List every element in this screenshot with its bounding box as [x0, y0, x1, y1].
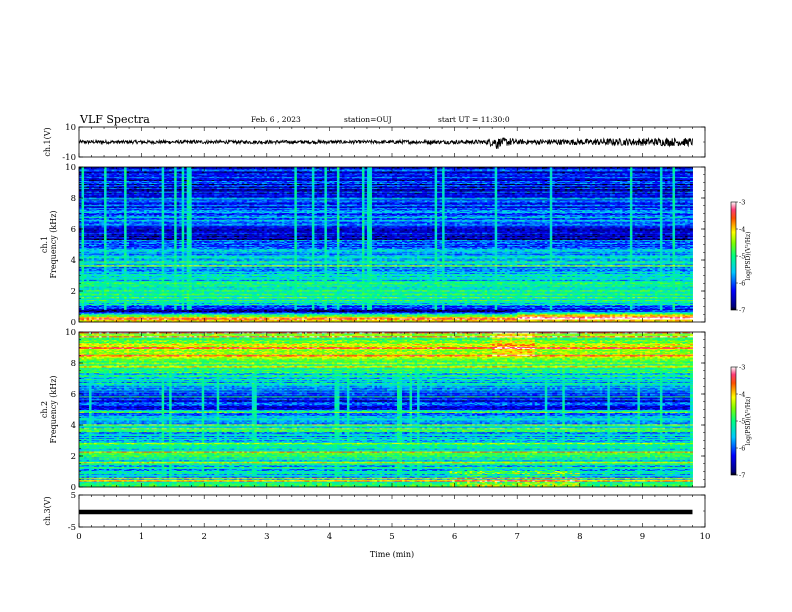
start-time-label: start UT = 11:30:0 [438, 115, 510, 124]
ch1-waveform-trace [79, 138, 692, 149]
ch1-wave-ytick-label: 10 [65, 123, 76, 133]
figure-title: VLF Spectra [79, 113, 150, 126]
ch1-waveform-panel: 10 -10 ch.1(V) [43, 123, 705, 163]
ch1-spec-cells [79, 167, 693, 322]
ch1-waveform-ylabel: ch.1(V) [43, 127, 52, 156]
station-label: station=OUJ [344, 115, 392, 124]
date-label: Feb. 6 , 2023 [251, 115, 301, 124]
ch1-wave-ytick-label: -10 [62, 153, 76, 163]
